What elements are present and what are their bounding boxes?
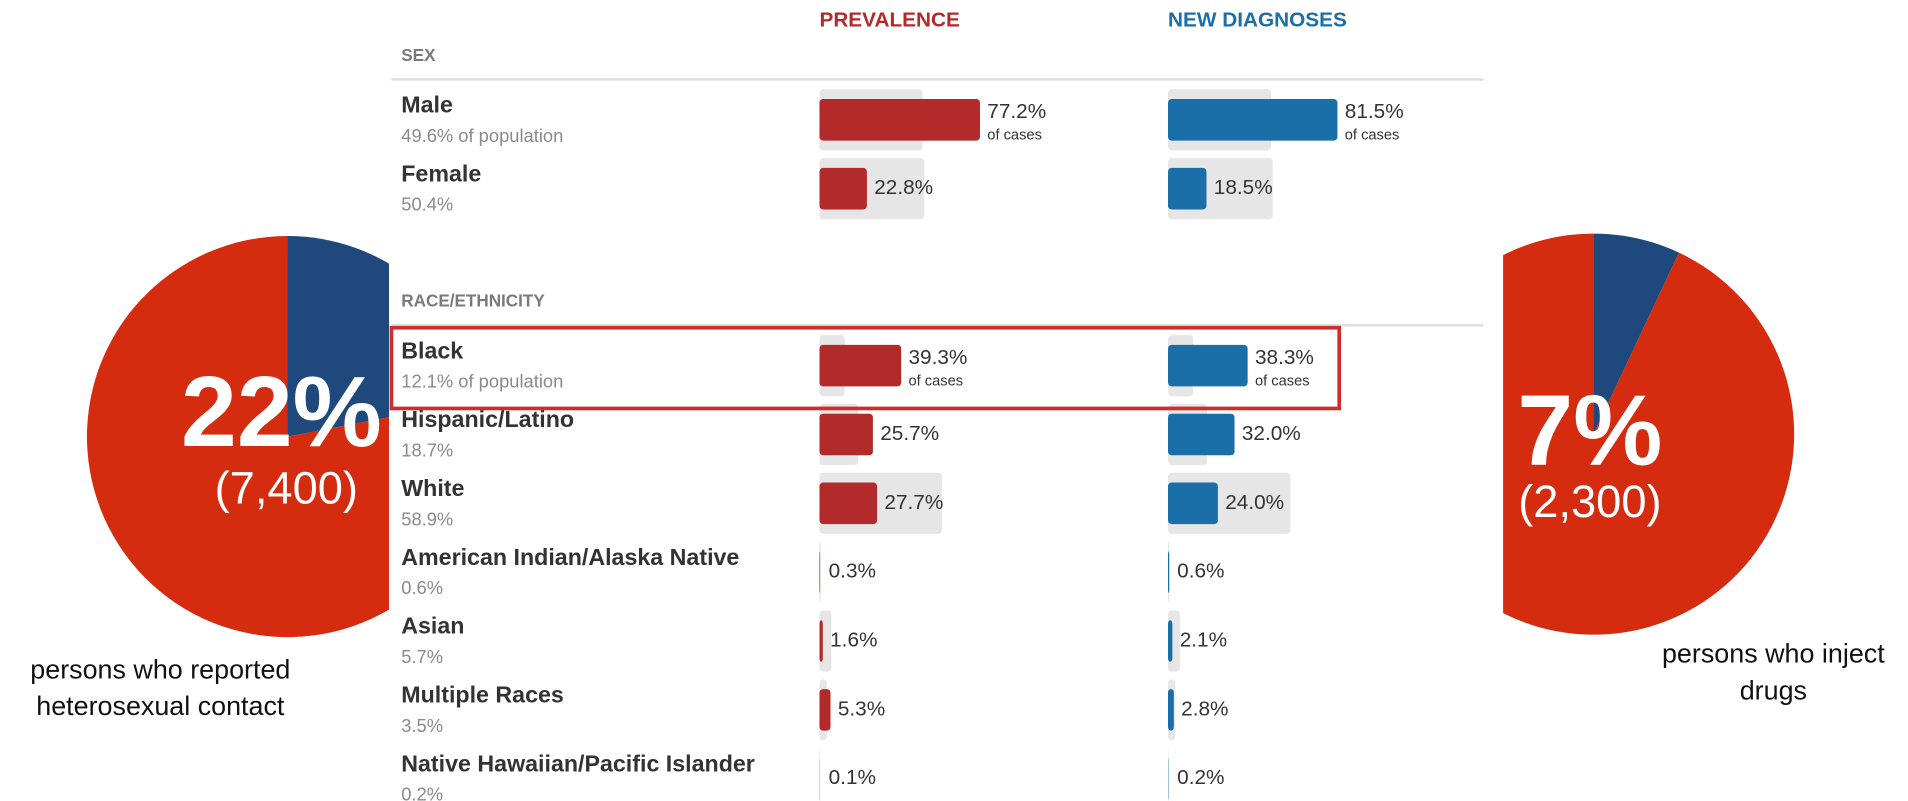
value-label: 2.8% bbox=[1181, 697, 1228, 720]
category-name: Asian bbox=[401, 613, 464, 639]
pie-caption: persons who inject bbox=[1662, 639, 1885, 669]
population-label: 0.2% bbox=[401, 784, 443, 801]
population-label: 50.4% bbox=[401, 194, 453, 215]
value-note: of cases bbox=[1255, 373, 1310, 389]
bar bbox=[819, 344, 902, 387]
value-label: 39.3% bbox=[909, 346, 968, 369]
value-label: 0.3% bbox=[829, 560, 876, 583]
pie-slice bbox=[1593, 233, 1679, 435]
value-label: 18.5% bbox=[1214, 176, 1273, 199]
bar bbox=[1168, 413, 1235, 456]
population-label: 3.5% bbox=[401, 715, 443, 736]
bar bbox=[1168, 344, 1248, 387]
value-label: 2.1% bbox=[1180, 629, 1227, 652]
population-label: 12.1% of population bbox=[401, 371, 563, 392]
section-title: RACE/ETHNICITY bbox=[401, 292, 545, 311]
bar bbox=[1168, 551, 1170, 593]
column-header: NEW DIAGNOSES bbox=[1168, 8, 1347, 31]
column-header: PREVALENCE bbox=[819, 8, 960, 31]
bar bbox=[819, 413, 873, 456]
pie-annotation: (2,300) bbox=[1518, 476, 1661, 527]
value-label: 22.8% bbox=[874, 176, 933, 199]
value-note: of cases bbox=[909, 373, 964, 389]
population-label: 5.7% bbox=[401, 646, 443, 667]
bar bbox=[1168, 167, 1207, 210]
bar bbox=[819, 167, 867, 210]
value-label: 77.2% bbox=[987, 100, 1046, 123]
category-name: White bbox=[401, 475, 464, 501]
pie-caption: heterosexual contact bbox=[36, 691, 285, 721]
bar bbox=[819, 689, 831, 731]
bar bbox=[819, 99, 980, 141]
value-label: 25.7% bbox=[880, 422, 939, 445]
value-label: 81.5% bbox=[1345, 100, 1404, 123]
value-label: 0.2% bbox=[1177, 766, 1224, 789]
category-name: Male bbox=[401, 92, 453, 118]
category-name: Native Hawaiian/Pacific Islander bbox=[401, 750, 755, 776]
category-name: Black bbox=[401, 337, 463, 363]
value-note: of cases bbox=[987, 128, 1042, 144]
bar bbox=[819, 482, 878, 525]
value-label: 0.1% bbox=[829, 766, 876, 789]
pie-value-label: 22% bbox=[181, 356, 382, 468]
value-label: 0.6% bbox=[1177, 560, 1224, 583]
highlight-box bbox=[389, 325, 1342, 411]
value-label: 27.7% bbox=[884, 491, 943, 514]
pie-value-label: 7% bbox=[1517, 374, 1662, 486]
population-label: 18.7% bbox=[401, 439, 453, 460]
bar bbox=[1168, 689, 1174, 731]
bar bbox=[1168, 620, 1173, 662]
value-label: 32.0% bbox=[1242, 422, 1301, 445]
pie-caption: drugs bbox=[1740, 675, 1807, 705]
value-label: 5.3% bbox=[838, 697, 885, 720]
value-note: of cases bbox=[1345, 128, 1400, 144]
population-label: 49.6% of population bbox=[401, 125, 563, 146]
category-name: Multiple Races bbox=[401, 682, 564, 708]
pie-caption: persons who reported bbox=[30, 654, 290, 684]
value-label: 24.0% bbox=[1225, 491, 1284, 514]
bar bbox=[819, 551, 821, 593]
bar bbox=[1168, 99, 1338, 141]
pie-annotation: (7,400) bbox=[215, 463, 358, 514]
pie-slice bbox=[86, 236, 489, 638]
section-title: SEX bbox=[401, 46, 436, 65]
population-label: 0.6% bbox=[401, 577, 443, 598]
category-name: Hispanic/Latino bbox=[401, 406, 574, 432]
population-label: 58.9% bbox=[401, 508, 453, 529]
category-name: Female bbox=[401, 160, 481, 186]
value-label: 38.3% bbox=[1255, 346, 1314, 369]
bar bbox=[1168, 482, 1218, 525]
category-name: American Indian/Alaska Native bbox=[401, 544, 739, 570]
value-label: 1.6% bbox=[830, 629, 877, 652]
bar bbox=[819, 620, 823, 662]
